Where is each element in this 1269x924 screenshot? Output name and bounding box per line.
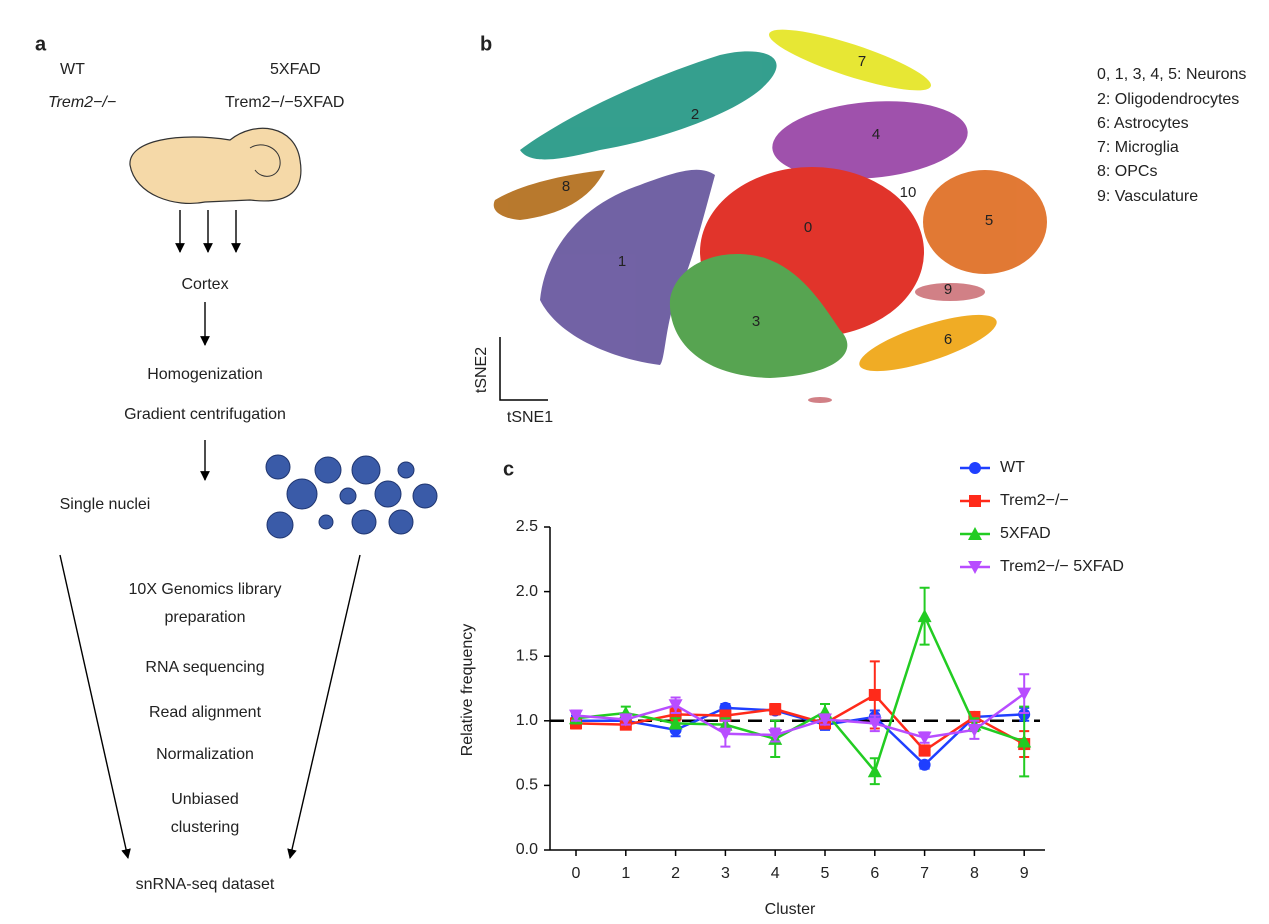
panel-a: a WT 5XFAD Trem2−/− Trem2−/−5XFAD Cortex… [35, 33, 438, 893]
legend-marker [969, 495, 981, 507]
cluster-label: 2 [691, 106, 699, 123]
cluster-label: 8 [562, 178, 570, 195]
x-tick-label: 0 [572, 865, 581, 882]
legend-marker [968, 527, 982, 540]
x-tick-label: 7 [920, 865, 929, 882]
data-point [867, 764, 882, 778]
cluster-label: 6 [944, 331, 952, 348]
tsne-scale-bar [499, 337, 548, 401]
legend-entry: 2: Oligodendrocytes [1097, 91, 1239, 108]
panel-label: b [480, 33, 492, 55]
legend-entry: 0, 1, 3, 4, 5: Neurons [1097, 66, 1246, 83]
legend-entry: 7: Microglia [1097, 139, 1179, 156]
cluster-label: 0 [804, 219, 812, 236]
panel-label: c [503, 458, 514, 480]
series-line [575, 612, 1025, 774]
cluster-label: 7 [858, 53, 866, 70]
step: snRNA-seq dataset [136, 876, 275, 893]
x-tick-label: 8 [970, 865, 979, 882]
x-axis-label: tSNE1 [507, 409, 553, 426]
data-point [718, 727, 733, 741]
data-point [917, 609, 932, 623]
data-point [918, 758, 931, 771]
genotype: 5XFAD [270, 61, 321, 78]
cluster-label: 1 [618, 253, 626, 270]
cluster-label: 5 [985, 212, 993, 229]
nuclei [265, 454, 438, 539]
y-tick-label: 0.0 [516, 841, 538, 858]
x-tick-label: 9 [1020, 865, 1029, 882]
step: Homogenization [147, 366, 263, 383]
y-tick-label: 2.0 [516, 583, 538, 600]
genotype: Trem2−/− [48, 94, 116, 111]
data-point [768, 729, 783, 743]
step: 10X Genomics library [129, 581, 282, 598]
y-tick-label: 0.5 [516, 777, 538, 794]
brain [129, 127, 302, 205]
tsne-clusters [493, 29, 1047, 403]
legend-marker [969, 462, 981, 474]
step: Read alignment [149, 704, 262, 721]
y-tick-label: 1.5 [516, 647, 538, 664]
step: Single nuclei [60, 496, 151, 513]
legend-entry: 5XFAD [1000, 525, 1051, 542]
legend-entry: Trem2−/− 5XFAD [1000, 558, 1124, 575]
data-point [868, 688, 881, 701]
data-point [769, 703, 782, 716]
genotype: Trem2−/−5XFAD [225, 94, 344, 111]
x-axis-label: Cluster [765, 901, 816, 918]
cluster-label: 4 [872, 126, 880, 143]
data-point [867, 717, 882, 731]
arrow [59, 554, 131, 859]
data-point [618, 713, 633, 727]
legend-entry: Trem2−/− [1000, 492, 1069, 509]
y-tick-label: 2.5 [516, 518, 538, 535]
data-point [967, 723, 982, 737]
step: Cortex [181, 276, 228, 293]
data-point [569, 709, 583, 723]
x-tick-label: 2 [671, 865, 680, 882]
data-point [1017, 687, 1032, 701]
data-point [917, 731, 932, 745]
legend-entry: WT [1000, 459, 1025, 476]
y-tick-label: 1.0 [516, 712, 538, 729]
data-point [1017, 734, 1032, 748]
legend-entry: 6: Astrocytes [1097, 115, 1189, 132]
step: Unbiased [171, 791, 239, 808]
data-point [668, 699, 683, 713]
step: preparation [165, 609, 246, 626]
cerebellum [249, 144, 281, 177]
step: Normalization [156, 746, 254, 763]
arrow [287, 554, 361, 859]
panel-label: a [35, 33, 47, 55]
x-tick-label: 3 [721, 865, 730, 882]
series-line [575, 692, 1025, 739]
data-point [668, 716, 683, 730]
data-point [818, 713, 832, 727]
cluster-label: 3 [752, 313, 760, 330]
step: clustering [171, 819, 239, 836]
step: Gradient centrifugation [124, 406, 286, 423]
x-tick-label: 1 [621, 865, 630, 882]
cluster-label: 10 [900, 184, 917, 201]
step: RNA sequencing [145, 659, 264, 676]
x-tick-label: 4 [771, 865, 780, 882]
y-axis-label: Relative frequency [459, 624, 476, 757]
genotype: WT [60, 61, 85, 78]
panel-b: b 0 1 2 3 4 5 6 7 8 9 10 tSNE1 tSNE2 0, … [473, 29, 1246, 426]
legend-marker [968, 561, 982, 574]
legend-entry: 8: OPCs [1097, 163, 1157, 180]
data-point [918, 744, 931, 757]
x-tick-label: 6 [870, 865, 879, 882]
x-tick-label: 5 [821, 865, 830, 882]
legend-entry: 9: Vasculature [1097, 188, 1198, 205]
y-axis-label: tSNE2 [473, 347, 490, 393]
cluster-label: 9 [944, 281, 952, 298]
